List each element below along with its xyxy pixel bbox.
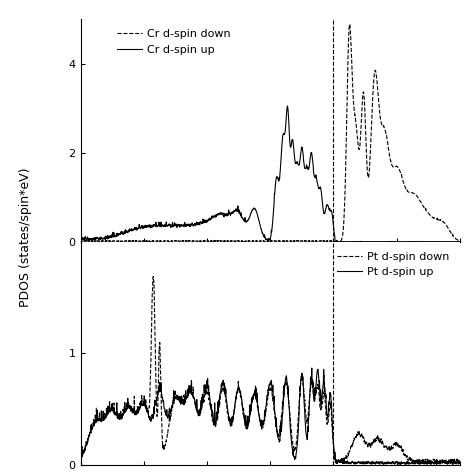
Pt d-spin down <box>252 394 258 400</box>
Cr d-spin up <box>78 237 83 243</box>
Pt d-spin down <box>447 458 452 464</box>
Pt d-spin down <box>433 461 438 466</box>
Cr d-spin up <box>97 236 103 242</box>
Pt d-spin down <box>376 437 382 443</box>
Cr d-spin up <box>377 239 383 245</box>
Line: Pt d-spin up: Pt d-spin up <box>81 368 460 465</box>
Pt d-spin up <box>309 365 315 371</box>
Cr d-spin down <box>78 238 83 244</box>
Pt d-spin up <box>446 460 452 466</box>
Line: Pt d-spin down: Pt d-spin down <box>81 276 460 464</box>
Line: Cr d-spin up: Cr d-spin up <box>81 106 460 242</box>
Cr d-spin up <box>447 239 452 245</box>
Pt d-spin up <box>262 411 268 417</box>
Cr d-spin down <box>377 109 383 114</box>
Cr d-spin down <box>262 239 268 245</box>
Cr d-spin up <box>284 103 290 109</box>
Cr d-spin up <box>360 239 366 245</box>
Pt d-spin up <box>446 460 452 465</box>
Pt d-spin down <box>78 455 83 460</box>
Text: PDOS (states/spin*eV): PDOS (states/spin*eV) <box>19 167 32 307</box>
Pt d-spin up <box>252 391 258 397</box>
Pt d-spin down <box>97 418 103 423</box>
Cr d-spin down <box>97 238 103 244</box>
Pt d-spin up <box>78 453 83 458</box>
Cr d-spin down <box>346 21 352 27</box>
Pt d-spin up <box>97 416 103 421</box>
Pt d-spin up <box>376 459 382 465</box>
Cr d-spin up <box>446 239 452 245</box>
Pt d-spin down <box>150 273 156 279</box>
Legend: Cr d-spin down, Cr d-spin up: Cr d-spin down, Cr d-spin up <box>113 25 235 59</box>
Legend: Pt d-spin down, Pt d-spin up: Pt d-spin down, Pt d-spin up <box>333 247 454 282</box>
Pt d-spin down <box>457 458 463 464</box>
Cr d-spin down <box>262 239 268 245</box>
Cr d-spin down <box>446 227 452 232</box>
Pt d-spin down <box>262 414 268 420</box>
Cr d-spin up <box>457 239 463 245</box>
Cr d-spin down <box>457 238 463 244</box>
Cr d-spin up <box>252 206 258 211</box>
Line: Cr d-spin down: Cr d-spin down <box>81 24 460 242</box>
Pt d-spin down <box>446 460 452 465</box>
Pt d-spin up <box>450 462 456 467</box>
Cr d-spin up <box>262 234 268 240</box>
Cr d-spin down <box>447 227 452 233</box>
Pt d-spin up <box>457 460 463 466</box>
Cr d-spin down <box>252 238 258 244</box>
